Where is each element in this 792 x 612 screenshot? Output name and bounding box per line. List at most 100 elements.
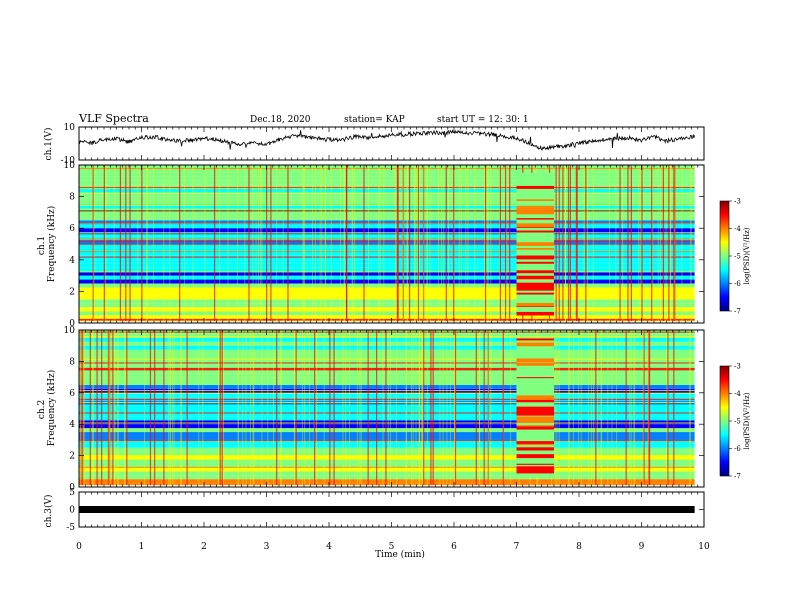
ch1-spectrogram-event-line <box>516 210 554 215</box>
ch2-spectrogram-sferic <box>273 330 274 487</box>
ch1-spectrogram-ytick-label: 2 <box>69 287 75 297</box>
ch2-spectrogram-sferic <box>242 330 244 487</box>
ch2-spectrogram-sferic <box>629 330 631 487</box>
ch1-spectrogram-sferic <box>690 165 692 323</box>
ch2-spectrogram-sferic <box>479 330 480 487</box>
ch1-spectrogram-event-line <box>516 223 554 227</box>
ch2-spectrogram-band <box>79 424 695 429</box>
ch2-spectrogram-sferic <box>673 330 675 487</box>
ch1-spectrogram-floor <box>79 321 695 323</box>
ch1-spectrogram-sferic <box>657 165 659 323</box>
ch2-spectrogram-sferic <box>108 330 110 487</box>
ch2-spectrogram-sferic <box>222 330 224 487</box>
ch1-spectrogram-sferic <box>403 165 405 323</box>
ch1-spectrogram-sferic <box>417 165 419 323</box>
ch1-spectrogram-sferic <box>567 165 570 323</box>
ch1-spectrogram-event-line <box>516 311 554 316</box>
ch2-spectrogram-ytick-label: 10 <box>64 326 76 336</box>
ch2-spectrogram-sferic <box>304 330 306 487</box>
ch1-spectrogram-sferic <box>575 165 577 323</box>
ch2-spectrogram-event-line <box>516 396 554 400</box>
ch2-spectrogram-sferic <box>253 330 255 487</box>
x-tick-label: 6 <box>451 542 457 552</box>
ch2-spectrogram-event-line <box>516 362 554 366</box>
ch1-spectrogram-sferic <box>652 165 654 323</box>
ch1-spectrogram-band <box>79 299 695 304</box>
ch2-spectrogram-sferic <box>689 330 690 487</box>
colorbar-tick-label: -7 <box>734 473 741 481</box>
ch2-spectrogram-sferic <box>316 330 318 487</box>
ch2-spectrogram-ytick-label: 4 <box>69 420 75 430</box>
ch2-spectrogram-sferic <box>616 330 617 487</box>
ch1-spectrogram-sferic <box>343 165 345 323</box>
ch1-spectrogram-sferic <box>486 165 488 323</box>
ch2-spectrogram-sferic <box>261 330 263 487</box>
ch2-spectrogram-tone-line <box>79 401 695 403</box>
ch2-spectrogram-sferic <box>690 330 691 487</box>
colorbar-tick-label: -3 <box>734 198 741 206</box>
ch2-spectrogram-event-line <box>516 419 554 423</box>
ch1-spectrogram-sferic <box>576 165 578 323</box>
ch2-spectrogram-band <box>79 443 695 448</box>
ch1-spectrogram-sferic <box>509 165 511 323</box>
ch1-waveform-ytick-label: 10 <box>64 123 76 133</box>
ch1-spectrogram-band <box>79 255 695 260</box>
ch2-spectrogram-sferic <box>667 330 669 487</box>
colorbar-label: log(PSD)(V²/Hz) <box>743 392 751 449</box>
ch2-spectrogram-sferic <box>432 330 434 487</box>
ch2-spectrogram-sferic <box>487 330 489 487</box>
ch1-spectrogram-event-line <box>516 292 554 295</box>
colorbar-tick-label: -3 <box>734 363 741 371</box>
colorbar-ch2: -3 -4 -5 -6 -7 log(PSD)(V²/Hz) <box>719 363 751 481</box>
ch1-spectrogram-band <box>79 188 695 193</box>
ch1-spectrogram-sferic <box>499 165 501 323</box>
ch1-spectrogram-sferic <box>368 165 369 323</box>
ch2-spectrogram-sferic <box>625 330 627 487</box>
ch2-spectrogram-sferic <box>642 330 644 487</box>
ch2-spectrogram-sferic <box>109 330 111 487</box>
ch2-spectrogram-tone-line <box>79 392 695 394</box>
ch1-spectrogram-band <box>79 165 695 169</box>
ch2-spectrogram-band <box>79 483 695 487</box>
ch1-spectrogram-sferic <box>352 165 354 323</box>
ch2-spectrogram-sferic <box>601 330 603 487</box>
ch2-spectrogram-sferic <box>126 330 128 487</box>
ch2-spectrogram-tone-line <box>79 422 695 424</box>
ch3-waveform-ylabel: ch.3(V) <box>43 495 54 528</box>
ch1-spectrogram-sferic <box>673 165 675 323</box>
ch2-spectrogram-sferic <box>395 330 397 487</box>
ch1-spectrogram-sferic <box>448 165 450 323</box>
ch1-spectrogram-sferic <box>346 165 348 323</box>
ch1-spectrogram-sferic <box>414 165 416 323</box>
ch2-spectrogram-sferic <box>430 330 432 487</box>
ch2-spectrogram-band <box>79 455 695 460</box>
ch2-spectrogram-sferic <box>114 330 116 487</box>
ch1-spectrogram-band <box>79 259 695 264</box>
ch2-spectrogram-sferic <box>219 330 221 487</box>
ch1-spectrogram-sferic <box>303 165 305 323</box>
ch2-spectrogram-sferic <box>329 330 331 487</box>
ch2-spectrogram-sferic <box>218 330 220 487</box>
ch1-spectrogram-tone-line <box>79 251 695 253</box>
ch2-spectrogram-sferic <box>488 330 490 487</box>
ch2-spectrogram-band <box>79 365 695 370</box>
ch2-spectrogram-sferic <box>83 330 85 487</box>
ch2-spectrogram-sferic <box>568 330 570 487</box>
ch1-spectrogram-event-line <box>516 205 554 208</box>
ch1-spectrogram-sferic <box>396 165 398 323</box>
ch1-spectrogram-sferic <box>402 165 404 323</box>
ch2-spectrogram-sferic <box>406 330 407 487</box>
ch1-spectrogram-sferic <box>261 165 263 323</box>
x-tick-label: 9 <box>639 542 645 552</box>
ch1-spectrogram-band <box>79 212 695 217</box>
ch1-spectrogram-sferic <box>490 165 492 323</box>
ch2-spectrogram-sferic <box>301 330 303 487</box>
ch1-spectrogram-band <box>79 204 695 209</box>
ch1-spectrogram-sferic <box>147 165 148 323</box>
ch2-spectrogram-sferic <box>578 330 580 487</box>
colorbar-tick-label: -5 <box>734 418 741 426</box>
ch2-spectrogram-ytick-label: 0 <box>69 483 75 493</box>
ch2-spectrogram-tone-line <box>79 466 695 468</box>
ch1-spectrogram-sferic <box>627 165 629 323</box>
